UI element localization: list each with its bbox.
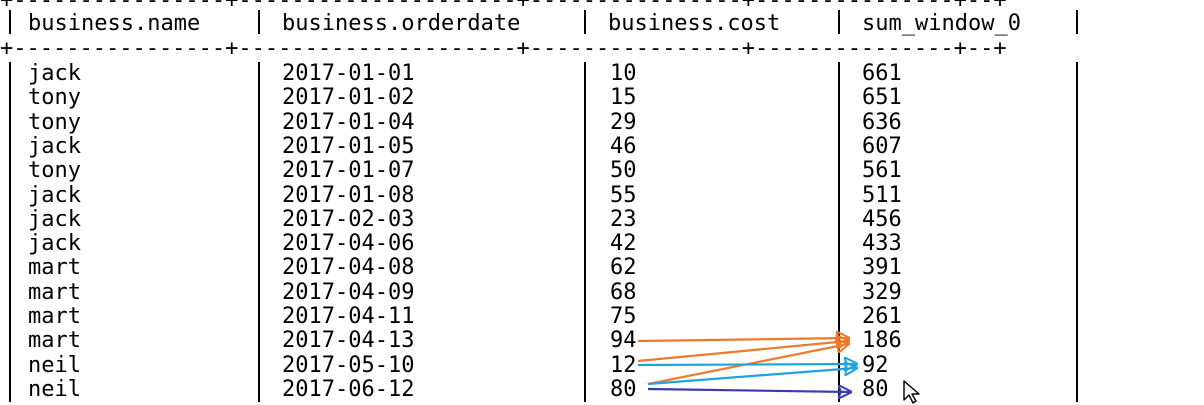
- cell-cost: 94: [610, 328, 637, 354]
- cell-sum: 636: [862, 109, 902, 135]
- cell-cost: 42: [610, 231, 637, 257]
- cell-sum: 433: [862, 231, 902, 257]
- body-column-separator-2: [584, 62, 586, 402]
- cell-orderdate: 2017-01-04: [282, 109, 415, 135]
- column-separator-3: [838, 10, 840, 34]
- cell-orderdate: 2017-04-09: [282, 279, 415, 305]
- blue-arrow-from-12: [637, 364, 856, 365]
- cell-sum: 391: [862, 255, 902, 281]
- cell-name: jack: [28, 231, 81, 257]
- table-row: jack 2017-01-01 10 661: [0, 62, 1150, 86]
- table-row: tony 2017-01-04 29 636: [0, 109, 1150, 135]
- table-row: jack 2017-04-06 42 433: [0, 232, 1150, 256]
- table-row: jack 2017-01-05 46 607: [0, 133, 1150, 159]
- table-row: jack 2017-02-03 23 456: [0, 206, 1150, 232]
- cell-name: jack: [28, 61, 81, 86]
- column-separator-1: [258, 10, 260, 34]
- cell-orderdate: 2017-01-02: [282, 85, 415, 111]
- cell-name: jack: [28, 206, 81, 232]
- mouse-pointer-icon: [903, 380, 920, 404]
- cell-cost: 80: [610, 376, 637, 402]
- cell-orderdate: 2017-06-12: [282, 376, 415, 402]
- orange-arrow-from-12: [637, 341, 848, 363]
- table-row: tony 2017-01-07 50 561: [0, 159, 1150, 183]
- cell-cost: 75: [610, 304, 637, 329]
- cell-sum: 80: [862, 376, 889, 402]
- blue-arrow-from-80: [647, 368, 856, 386]
- cell-orderdate: 2017-04-11: [282, 304, 415, 329]
- cell-cost: 68: [610, 279, 637, 305]
- orange-arrow-from-94: [637, 338, 848, 341]
- cell-cost: 10: [610, 61, 637, 86]
- table-row: tony 2017-01-02 15 651: [0, 86, 1150, 110]
- cell-sum: 329: [862, 279, 902, 305]
- table-top-border: +----------------+---------------------+…: [0, 0, 1007, 13]
- table-left-border: [9, 10, 11, 34]
- cell-cost: 23: [610, 206, 637, 232]
- cell-orderdate: 2017-01-01: [282, 61, 415, 86]
- cell-name: mart: [28, 279, 81, 305]
- table-row: mart 2017-04-13 94 186: [0, 329, 1150, 353]
- table-right-border: [1076, 10, 1078, 34]
- table-row: neil 2017-05-10 12 92: [0, 352, 1150, 378]
- cell-sum: 607: [862, 133, 902, 159]
- cell-cost: 46: [610, 133, 637, 159]
- table-row: mart 2017-04-11 75 261: [0, 305, 1150, 329]
- cell-name: neil: [28, 376, 81, 402]
- cell-sum: 186: [862, 328, 902, 354]
- body-column-separator-1: [258, 62, 260, 402]
- cell-sum: 561: [862, 158, 902, 184]
- cell-name: mart: [28, 304, 81, 329]
- purple-arrow-group: [647, 389, 850, 392]
- column-header-name: business.name: [28, 11, 201, 36]
- cell-sum: 261: [862, 304, 902, 329]
- cell-sum: 651: [862, 85, 902, 111]
- cell-orderdate: 2017-02-03: [282, 206, 415, 232]
- cell-orderdate: 2017-04-06: [282, 231, 415, 257]
- cell-orderdate: 2017-04-13: [282, 328, 415, 354]
- cell-name: mart: [28, 255, 81, 281]
- column-separator-2: [584, 10, 586, 34]
- cell-name: mart: [28, 328, 81, 354]
- blue-arrow-group: [637, 364, 856, 386]
- cell-orderdate: 2017-01-05: [282, 133, 415, 159]
- body-right-border: [1076, 62, 1078, 402]
- body-left-border: [9, 62, 11, 402]
- table-row: neil 2017-06-12 80 80: [0, 376, 1150, 402]
- cell-orderdate: 2017-05-10: [282, 352, 415, 378]
- cell-name: tony: [28, 109, 81, 135]
- cell-cost: 62: [610, 255, 637, 281]
- column-header-cost: business.cost: [608, 11, 781, 36]
- body-column-separator-3: [838, 62, 840, 402]
- table-header-row: business.name business.orderdate busines…: [0, 12, 1150, 36]
- column-header-orderdate: business.orderdate: [282, 11, 521, 36]
- cell-orderdate: 2017-04-08: [282, 255, 415, 281]
- cell-cost: 15: [610, 85, 637, 111]
- table-row: mart 2017-04-08 62 391: [0, 256, 1150, 280]
- cell-name: neil: [28, 352, 81, 378]
- table-header-border: +----------------+---------------------+…: [0, 36, 1007, 61]
- column-header-sum: sum_window_0: [862, 11, 1021, 36]
- cell-orderdate: 2017-01-08: [282, 182, 415, 208]
- cell-sum: 511: [862, 182, 902, 208]
- cell-cost: 55: [610, 182, 637, 208]
- cell-name: tony: [28, 158, 81, 184]
- cell-cost: 50: [610, 158, 637, 184]
- cell-name: jack: [28, 182, 81, 208]
- table-row: mart 2017-04-09 68 329: [0, 279, 1150, 305]
- cell-sum: 661: [862, 61, 902, 86]
- cell-orderdate: 2017-01-07: [282, 158, 415, 184]
- cell-sum: 92: [862, 352, 889, 378]
- cell-name: jack: [28, 133, 81, 159]
- table-row: jack 2017-01-08 55 511: [0, 182, 1150, 208]
- purple-arrow-from-80: [647, 389, 850, 392]
- cell-cost: 29: [610, 109, 637, 135]
- cell-cost: 12: [610, 352, 637, 378]
- cell-name: tony: [28, 85, 81, 111]
- cell-sum: 456: [862, 206, 902, 232]
